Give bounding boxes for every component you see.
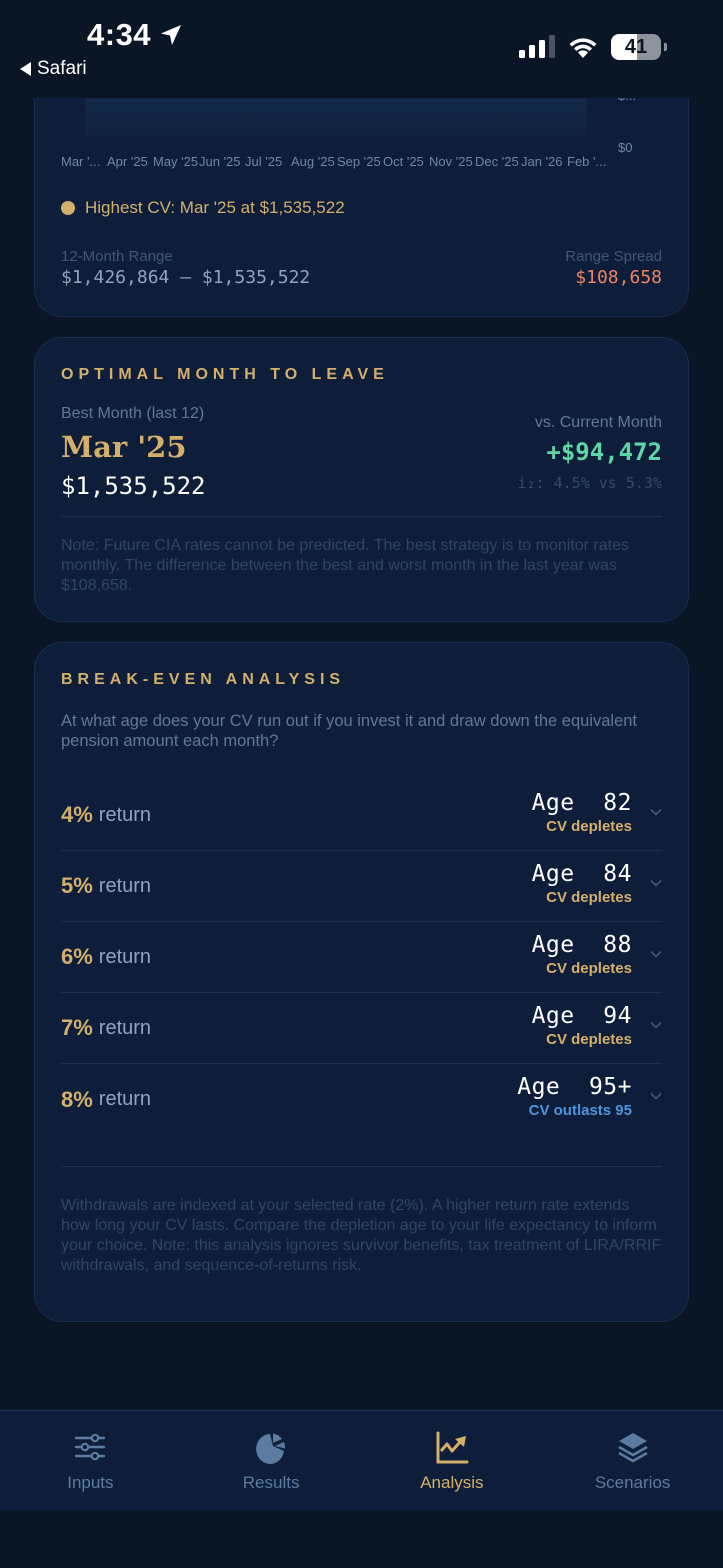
- clock: 4:34: [87, 17, 152, 52]
- return-rate: 6%: [61, 944, 93, 969]
- status-time: 4:34: [87, 17, 183, 53]
- return-label: return: [98, 1088, 152, 1110]
- tab-label: Results: [242, 1473, 300, 1492]
- tab-scenarios[interactable]: Scenarios: [542, 1411, 723, 1510]
- location-arrow-icon: [161, 25, 182, 45]
- chevron-down-icon[interactable]: [650, 877, 662, 889]
- y-axis-zero-label: $0: [618, 140, 633, 155]
- battery-indicator: 41: [611, 34, 667, 60]
- depletion-age: Age 82: [531, 790, 632, 816]
- depletion-age: Age 84: [531, 861, 632, 887]
- best-month-cv: $1,535,522: [61, 472, 206, 500]
- return-rate: 8%: [61, 1086, 93, 1112]
- x-label: Dec '25: [475, 154, 519, 169]
- x-label: Feb '...: [567, 154, 607, 169]
- back-to-safari-button[interactable]: Safari: [20, 58, 87, 80]
- highest-cv-text: Highest CV: Mar '25 at $1,535,522: [85, 198, 345, 217]
- break-even-title: BREAK-EVEN ANALYSIS: [61, 671, 346, 688]
- break-even-card: BREAK-EVEN ANALYSIS At what age does you…: [34, 642, 689, 1322]
- break-even-intro: At what age does your CV run out if you …: [61, 712, 638, 750]
- return-label: return: [98, 874, 152, 897]
- depletion-age: Age 95+: [517, 1074, 632, 1100]
- range-label: 12-Month Range: [61, 248, 173, 265]
- spread-value: $108,658: [575, 267, 662, 288]
- x-label: Mar '...: [61, 154, 101, 169]
- depletion-age: Age 94: [531, 1003, 632, 1029]
- break-even-row-4pct[interactable]: 4% return Age 82 CV depletes: [61, 780, 662, 851]
- tab-inputs[interactable]: Inputs: [0, 1411, 181, 1510]
- highest-cv-legend: Highest CV: Mar '25 at $1,535,522: [61, 198, 345, 218]
- optimal-month-card: OPTIMAL MONTH TO LEAVE Best Month (last …: [34, 337, 689, 622]
- x-label: Jan '26: [521, 154, 563, 169]
- layers-icon: [617, 1433, 648, 1463]
- system-icons: 41: [519, 34, 667, 60]
- tab-analysis[interactable]: Analysis: [362, 1411, 543, 1510]
- break-even-row-6pct[interactable]: 6% return Age 88 CV depletes: [61, 922, 662, 993]
- x-label: Apr '25: [107, 154, 148, 169]
- x-label: Sep '25: [337, 154, 381, 169]
- chevron-down-icon[interactable]: [650, 1090, 662, 1102]
- x-label: Jul '25: [245, 154, 283, 169]
- cv-history-card: $... $0 Mar '... Apr '25 May '25 Jun '25…: [34, 60, 689, 317]
- pie-chart-icon: [256, 1433, 286, 1464]
- status-bar: 4:34 Safari 41: [0, 0, 723, 98]
- vs-current-difference: +$94,472: [546, 438, 662, 466]
- chevron-down-icon[interactable]: [650, 806, 662, 818]
- range-value: $1,426,864 — $1,535,522: [61, 267, 311, 288]
- depletion-status: CV depletes: [546, 1031, 632, 1048]
- x-label: Aug '25: [291, 154, 335, 169]
- break-even-list: 4% return Age 82 CV depletes 5% return A…: [61, 780, 662, 1135]
- x-label: Nov '25: [429, 154, 473, 169]
- battery-level: 41: [624, 35, 648, 58]
- break-even-row-8pct[interactable]: 8% return Age 95+ CV outlasts 95: [61, 1064, 662, 1135]
- break-even-footnote: Withdrawals are indexed at your selected…: [61, 1197, 662, 1274]
- cv-chart-area[interactable]: [85, 98, 587, 136]
- optimal-month-title: OPTIMAL MONTH TO LEAVE: [61, 366, 389, 383]
- return-label: return: [98, 1016, 152, 1039]
- vs-current-label: vs. Current Month: [534, 414, 662, 431]
- chevron-down-icon[interactable]: [650, 948, 662, 960]
- depletion-status: CV depletes: [546, 960, 632, 977]
- x-axis-labels: Mar '... Apr '25 May '25 Jun '25 Jul '25…: [61, 154, 621, 169]
- best-month-value: Mar '25: [61, 430, 187, 464]
- outlast-status: CV outlasts 95: [528, 1102, 632, 1119]
- bottom-tab-bar: Inputs Results Analysis Scena: [0, 1410, 723, 1510]
- return-label: return: [98, 803, 152, 826]
- spread-label: Range Spread: [565, 248, 662, 265]
- interest-rate-comparison: i₂: 4.5% vs 5.3%: [517, 474, 663, 492]
- depletion-age: Age 88: [531, 932, 632, 958]
- break-even-row-7pct[interactable]: 7% return Age 94 CV depletes: [61, 993, 662, 1064]
- twelve-month-range: 12-Month Range $1,426,864 — $1,535,522: [61, 248, 310, 288]
- x-label: Jun '25: [199, 154, 241, 169]
- back-triangle-icon: [20, 62, 31, 76]
- break-even-row-5pct[interactable]: 5% return Age 84 CV depletes: [61, 851, 662, 922]
- trend-chart-icon: [436, 1431, 469, 1464]
- tab-label: Scenarios: [594, 1473, 671, 1492]
- return-label: return: [98, 945, 152, 968]
- legend-dot-icon: [61, 201, 75, 215]
- range-spread: Range Spread $108,658: [565, 248, 662, 288]
- depletion-status: CV depletes: [546, 889, 632, 906]
- divider: [61, 1166, 662, 1167]
- cellular-signal-icon: [519, 35, 555, 58]
- home-indicator-area: [0, 1510, 723, 1568]
- back-app-label: Safari: [37, 58, 87, 79]
- optimal-month-note: Note: Future CIA rates cannot be predict…: [61, 537, 629, 594]
- tab-results[interactable]: Results: [181, 1411, 362, 1510]
- sliders-icon: [75, 1433, 106, 1461]
- divider: [61, 516, 662, 517]
- best-month-label: Best Month (last 12): [61, 405, 205, 422]
- wifi-icon: [569, 38, 597, 58]
- return-rate: 4%: [61, 802, 93, 827]
- chevron-down-icon[interactable]: [650, 1019, 662, 1031]
- depletion-status: CV depletes: [546, 818, 632, 835]
- x-label: Oct '25: [383, 154, 424, 169]
- return-rate: 7%: [61, 1015, 93, 1040]
- x-label: May '25: [153, 154, 199, 169]
- return-rate: 5%: [61, 873, 93, 898]
- tab-label: Inputs: [67, 1473, 114, 1492]
- tab-label: Analysis: [420, 1473, 484, 1492]
